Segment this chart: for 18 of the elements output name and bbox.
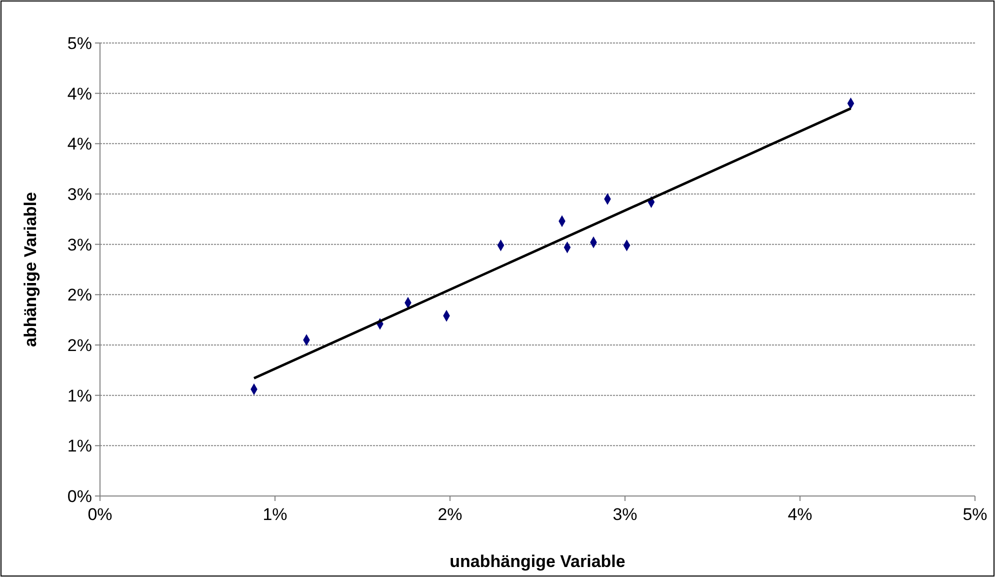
y-tick-label: 1% — [67, 386, 92, 406]
x-tick-label: 1% — [262, 505, 288, 524]
y-tick-label: 3% — [67, 235, 92, 254]
y-tick-label: 4% — [67, 84, 92, 104]
y-axis-title: abhängige Variable — [21, 192, 40, 347]
y-tick-label: 2% — [67, 286, 92, 305]
y-tick-label: 3% — [67, 184, 92, 204]
x-tick-label: 0% — [88, 505, 112, 524]
y-tick-label: 0% — [67, 486, 92, 506]
x-tick-label: 3% — [612, 505, 638, 524]
x-tick-label: 2% — [438, 505, 462, 524]
x-axis-title: unabhängige Variable — [450, 552, 626, 571]
y-tick-label: 4% — [67, 134, 92, 154]
x-tick-label: 5% — [962, 505, 988, 524]
x-tick-label: 4% — [788, 505, 812, 524]
y-tick-label: 1% — [67, 436, 92, 456]
y-tick-label: 2% — [67, 336, 92, 355]
y-tick-label: 5% — [67, 34, 92, 53]
